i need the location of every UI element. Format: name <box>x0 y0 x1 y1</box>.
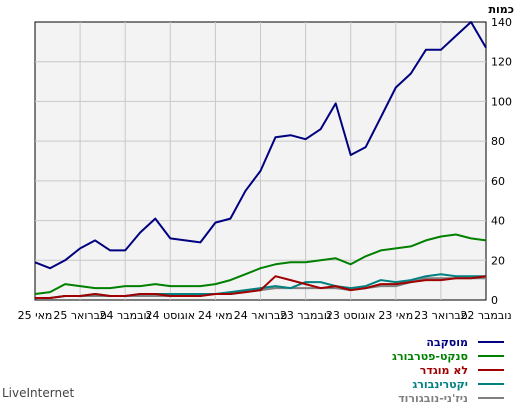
y-tick-label: 100 <box>491 95 512 108</box>
legend-label: מוסקבה <box>426 336 468 349</box>
x-tick-label: נובמבר 24 <box>100 309 151 322</box>
series-line-0 <box>34 21 487 270</box>
y-tick-label: 40 <box>491 215 505 228</box>
x-tick-label: נובמבר 22 <box>460 309 511 322</box>
series-lines <box>34 21 487 299</box>
x-tick-label: פברואר 25 <box>53 309 107 322</box>
y-tick-label: 20 <box>491 254 505 267</box>
y-tick-label: 140 <box>491 16 512 29</box>
legend-label: לא מוגדר <box>420 364 468 377</box>
grid-lines <box>35 22 486 300</box>
liveinternet-brand: LiveInternet <box>2 386 75 400</box>
y-axis-label: כמות <box>489 3 514 16</box>
x-tick-label: מאי 25 <box>18 309 53 322</box>
series-line-2 <box>35 275 487 299</box>
x-tick-label: פברואר 23 <box>414 309 468 322</box>
x-tick-label: פברואר 24 <box>234 309 288 322</box>
legend-label: ניז'ני-נובגורוד <box>398 392 468 405</box>
x-tick-label: אוגוסט 24 <box>145 309 195 322</box>
y-tick-label: 60 <box>491 175 505 188</box>
legend-label: יקטרינבורג <box>412 378 468 391</box>
legend-label: סנקט-פטרבורג <box>392 350 468 363</box>
x-tick-label: מאי 24 <box>198 309 233 322</box>
y-tick-label: 120 <box>491 56 512 69</box>
y-axis-ticks: 0 20 40 60 80 100 120 140 <box>491 16 512 307</box>
x-tick-label: מאי 23 <box>378 309 413 322</box>
x-tick-label: אוגוסט 23 <box>326 309 376 322</box>
x-tick-label: נובמבר 23 <box>280 309 331 322</box>
y-tick-label: 0 <box>491 294 498 307</box>
y-tick-label: 80 <box>491 135 505 148</box>
series-line-1 <box>34 233 487 295</box>
